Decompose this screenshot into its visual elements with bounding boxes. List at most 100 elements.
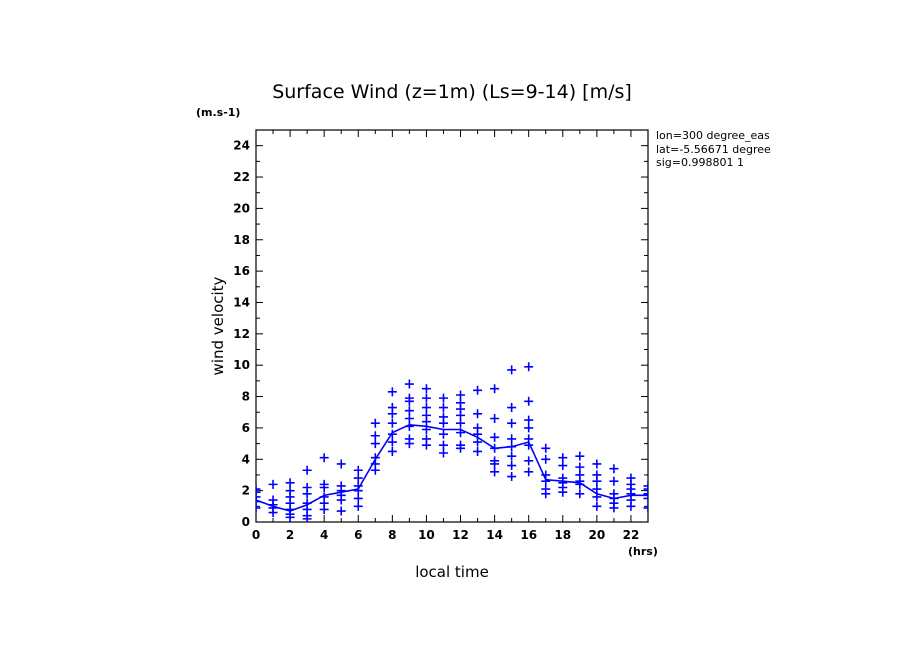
sample-point: [404, 393, 414, 403]
sample-point: [643, 481, 648, 491]
sample-point: [541, 470, 551, 480]
sample-point: [353, 473, 363, 483]
sample-point: [592, 501, 602, 511]
sample-point: [456, 390, 466, 400]
info-line-lon: lon=300 degree_eas: [656, 129, 770, 142]
sample-point: [473, 437, 483, 447]
sample-point: [456, 440, 466, 450]
sample-point: [490, 414, 500, 424]
y-tick-label: 20: [233, 201, 250, 215]
x-tick-label: 0: [252, 528, 260, 542]
sample-point: [575, 451, 585, 461]
sample-point: [507, 451, 517, 461]
sample-point: [575, 462, 585, 472]
sample-point: [256, 492, 261, 502]
sample-point: [336, 506, 346, 516]
sample-point: [592, 484, 602, 494]
y-axis-label: wind velocity: [209, 276, 227, 375]
sample-point: [507, 461, 517, 471]
sample-point: [490, 467, 500, 477]
sample-point: [438, 429, 448, 439]
sample-point: [541, 443, 551, 453]
sample-point: [473, 409, 483, 419]
sample-point: [507, 418, 517, 428]
x-tick-label: 8: [388, 528, 396, 542]
y-tick-label: 14: [233, 295, 250, 309]
sample-point: [421, 410, 431, 420]
sample-point: [404, 379, 414, 389]
sample-point: [643, 489, 648, 499]
sample-point: [370, 439, 380, 449]
x-tick-label: 6: [354, 528, 362, 542]
sample-point: [490, 432, 500, 442]
sample-point: [541, 454, 551, 464]
sample-point: [524, 396, 534, 406]
x-tick-label: 22: [623, 528, 640, 542]
sample-point: [387, 429, 397, 439]
y-tick-label: 2: [242, 484, 250, 498]
sample-point: [626, 473, 636, 483]
sample-point: [285, 478, 295, 488]
sample-point: [575, 470, 585, 480]
x-tick-label: 20: [589, 528, 606, 542]
sample-point: [575, 489, 585, 499]
sample-point: [421, 393, 431, 403]
sample-point: [387, 387, 397, 397]
sample-point: [256, 484, 261, 494]
sample-point: [507, 403, 517, 413]
sample-point: [438, 440, 448, 450]
sample-point: [507, 472, 517, 482]
y-tick-label: 6: [242, 421, 250, 435]
chart-title: Surface Wind (z=1m) (Ls=9-14) [m/s]: [272, 81, 632, 103]
sample-point: [387, 446, 397, 456]
sample-point: [438, 393, 448, 403]
x-tick-labels: 0 2 4 6 8 10 12 14 16 18 20 22: [252, 528, 639, 542]
sample-point: [490, 443, 500, 453]
sample-point: [456, 398, 466, 408]
x-tick-label: 4: [320, 528, 328, 542]
sample-point: [404, 414, 414, 424]
x-tick-label: 10: [418, 528, 435, 542]
info-line-lat: lat=-5.56671 degree: [656, 143, 771, 156]
sample-point: [507, 442, 517, 452]
x-tick-label: 16: [520, 528, 537, 542]
sample-point: [524, 456, 534, 466]
sample-point: [592, 470, 602, 480]
sample-point: [438, 403, 448, 413]
sample-point: [302, 498, 312, 508]
sample-point: [609, 489, 619, 499]
sample-point: [387, 418, 397, 428]
sample-point: [370, 453, 380, 463]
sample-point: [421, 403, 431, 413]
sample-point: [421, 434, 431, 444]
sample-point: [256, 487, 261, 497]
y-tick-label: 18: [233, 233, 250, 247]
axis-ticks: [255, 129, 649, 523]
x-tick-label: 14: [486, 528, 503, 542]
data-layer: [256, 362, 648, 522]
sample-point: [256, 503, 261, 513]
sample-point: [336, 459, 346, 469]
y-tick-label: 22: [233, 170, 250, 184]
sample-point: [490, 456, 500, 466]
sample-point: [524, 362, 534, 372]
y-tick-label: 16: [233, 264, 250, 278]
sample-point: [285, 486, 295, 496]
sample-point: [609, 464, 619, 474]
sample-point: [643, 493, 648, 503]
sample-point: [370, 431, 380, 441]
y-tick-label: 24: [233, 139, 250, 153]
sample-point: [524, 415, 534, 425]
sample-point: [456, 428, 466, 438]
sample-point: [524, 467, 534, 477]
x-tick-label: 2: [286, 528, 294, 542]
sample-point: [319, 492, 329, 502]
sample-point: [438, 412, 448, 422]
sample-point: [336, 481, 346, 491]
sample-point: [558, 461, 568, 471]
sample-point: [592, 492, 602, 502]
sample-point: [643, 503, 648, 513]
sample-point: [558, 453, 568, 463]
sample-point: [473, 446, 483, 456]
info-box: lon=300 degree_eas lat=-5.56671 degree s…: [656, 129, 771, 169]
